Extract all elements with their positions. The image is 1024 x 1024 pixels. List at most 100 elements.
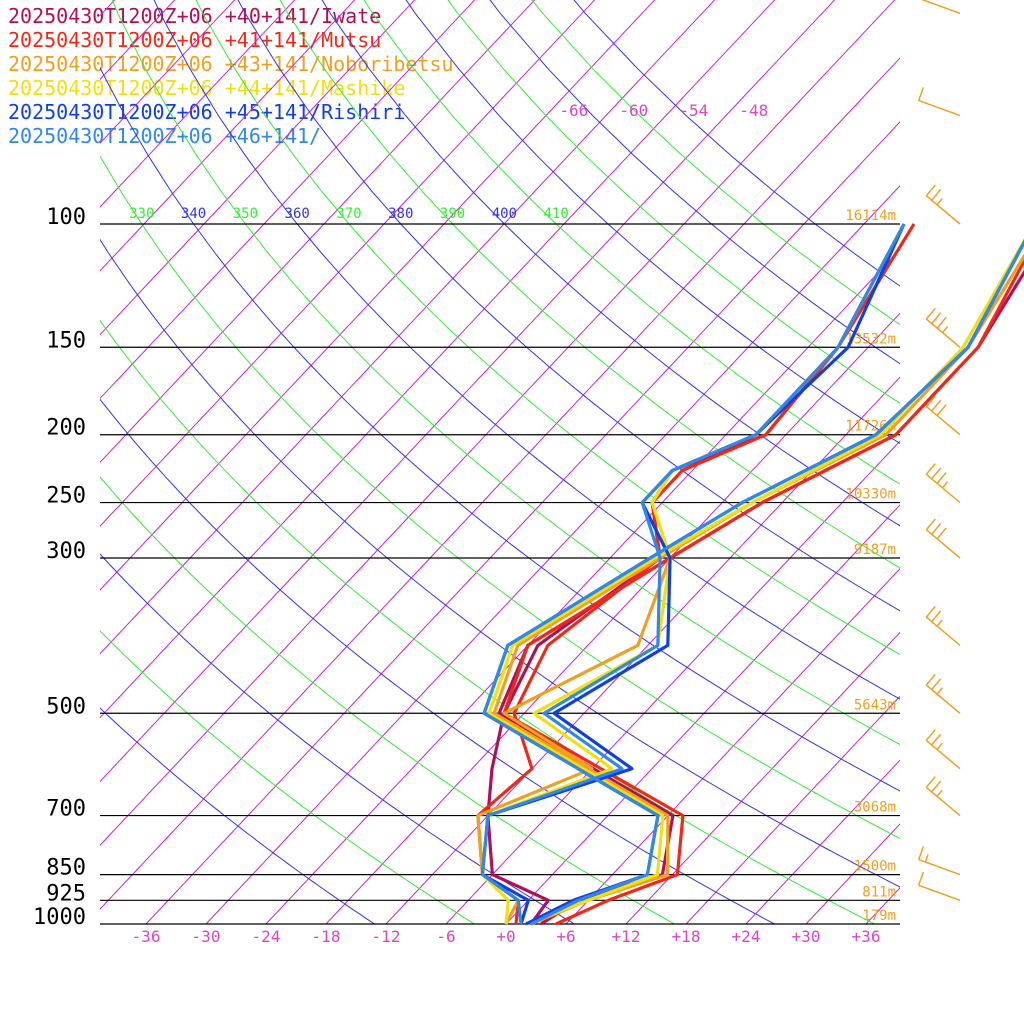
isotherm-line [100,0,776,719]
isotherm-line [100,57,900,910]
temperature-tick-label: +24 [732,927,761,946]
dry-adiabat-line [100,707,375,924]
isotherm-line [100,0,596,527]
wind-barb-feather [925,605,936,618]
dry-adiabat-line [573,0,900,287]
wind-barb-feather [931,467,942,480]
height-label: 10330m [845,487,896,503]
wind-barb-feather [931,610,942,623]
wind-barb-feather [931,733,942,746]
pressure-label: 300 [46,539,86,564]
wind-barb-feather [941,326,949,334]
temperature-tick-label: -18 [312,927,341,946]
isotherm-line [100,0,656,591]
isotherm-line [445,440,900,924]
wind-barb-feather [931,312,942,324]
pressure-label: 100 [46,205,86,230]
isotherm-line [100,0,716,655]
isotherm-line [385,376,900,924]
wind-barb [921,0,961,15]
theta-label: 350 [233,206,258,222]
pressure-label: 200 [46,416,86,441]
theta-label: 340 [181,206,206,222]
theta-label: 410 [544,206,569,222]
temperature-tick-label: -24 [252,927,281,946]
temperature-tick-label: +30 [792,927,821,946]
wind-barb-staff [925,318,961,348]
wind-barb-feather [925,395,936,407]
isotherm-line [926,0,1024,924]
wind-barb-feather [931,399,942,412]
height-label: 811m [862,884,896,900]
wind-barb-staff [925,786,961,817]
pressure-label: 500 [46,694,86,719]
isotherm-line [100,0,116,17]
wind-barb-staff [925,473,961,504]
wind-barb-feather [941,481,949,489]
wind-barb-staff [925,739,961,770]
dry-adiabat-line [100,155,900,840]
wind-barb-staff [925,195,961,225]
pressure-label: 700 [46,797,86,822]
wind-barb-feather [925,307,936,320]
isotherm-line [100,0,836,783]
theta-label: 370 [336,206,361,222]
isotherm-line [145,121,900,924]
temperature-profile-line [482,239,1024,926]
wind-barb-staff [918,884,961,902]
height-label: 179m [862,908,896,924]
theta-label: 380 [388,206,413,222]
wind-barb-feather [936,316,947,329]
theta-label: 330 [129,206,154,222]
isotherm-line [505,504,900,924]
wind-barb [917,871,961,902]
theta-label: 390 [440,206,465,222]
wind-barb [925,184,961,225]
wind-barb-feather [931,523,942,535]
height-label: 13532m [845,331,896,347]
isotherm-line [565,568,900,924]
isotherm-line [0,0,244,924]
wind-barb-feather [925,518,936,531]
wind-barb [925,463,961,504]
isotherm-line [100,0,296,208]
isotherm-label: -66 [559,101,588,120]
legend-entry: 20250430T1200Z+06 +46+141/ [8,124,322,148]
wind-barb-feather [936,619,943,627]
wind-barb-feather [925,776,936,788]
isotherm-line [685,695,900,924]
wind-barbs-group [917,0,961,902]
wind-barb-feather [936,687,943,695]
isotherm-line [325,312,900,924]
wind-barb-feather [936,404,947,416]
isotherm-line [100,0,896,846]
dry-adiabat-line [321,0,900,527]
dry-adiabat-line [100,553,575,924]
temperature-tick-label: +0 [496,927,515,946]
wind-barb-feather [931,780,942,793]
height-label: 5643m [854,697,896,713]
theta-label: 400 [492,206,517,222]
temperature-profile-line [487,238,1024,926]
wind-barb-staff [925,684,961,714]
wind-barb-feather [936,527,947,540]
isotherm-line [265,248,900,924]
wind-barb-feather [917,846,925,860]
dry-adiabat-line [195,0,900,656]
wind-barb [925,605,961,646]
wind-barb [917,846,961,876]
soundings-group [476,223,1024,926]
pressure-label: 850 [46,856,86,881]
dry-adiabat-line [100,66,900,792]
wind-barb-feather [925,673,936,686]
height-label: 3068m [854,800,896,816]
theta-label: 360 [285,206,310,222]
wind-barb [917,87,961,117]
wind-barb [925,729,961,770]
wind-barb-feather [931,189,942,201]
temperature-tick-label: +6 [556,927,575,946]
height-label: 16114m [845,208,896,224]
wind-barb-feather [925,184,936,197]
wind-barb-feather [924,854,929,863]
